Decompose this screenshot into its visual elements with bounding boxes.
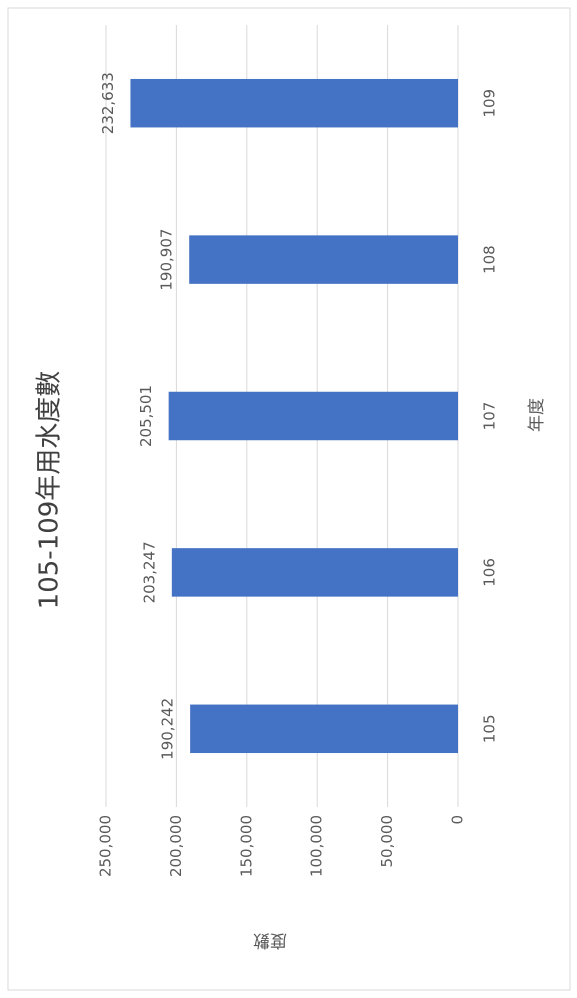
y-tick-label: 200,000 <box>167 815 185 877</box>
bar <box>190 704 459 754</box>
y-axis-title: 度數 <box>253 930 287 950</box>
data-label: 205,501 <box>137 385 155 447</box>
x-axis-title: 年度 <box>527 398 547 432</box>
y-tick-label: 100,000 <box>308 815 326 877</box>
x-tick-label: 109 <box>481 89 499 118</box>
data-label: 203,247 <box>140 541 158 603</box>
data-label: 232,633 <box>99 72 117 134</box>
x-tick-label: 107 <box>481 402 499 431</box>
chart-title: 105-109年用水度數 <box>35 371 65 610</box>
chart-border <box>7 7 571 991</box>
x-tick-label: 106 <box>481 558 499 587</box>
bar <box>189 235 458 284</box>
rotated-chart: 105-109年用水度數 年度 度數 0 50,000 100,000 150,000… <box>35 25 547 950</box>
data-label: 190,242 <box>159 698 177 760</box>
y-tick-label: 250,000 <box>97 815 115 877</box>
bar <box>130 78 459 128</box>
y-tick-label: 0 <box>449 815 467 825</box>
bar <box>168 391 458 441</box>
x-tick-label: 108 <box>481 245 499 274</box>
bar <box>171 548 458 597</box>
x-tick-label: 105 <box>481 714 499 743</box>
data-label: 190,907 <box>158 229 176 291</box>
y-tick-label: 150,000 <box>237 815 255 877</box>
y-tick-label: 50,000 <box>378 815 396 868</box>
